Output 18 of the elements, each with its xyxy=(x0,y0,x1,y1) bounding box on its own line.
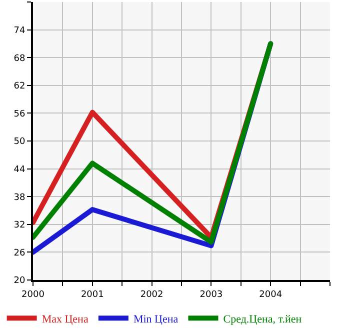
x-tick-label: 2000 xyxy=(22,290,45,300)
legend-label: Max Цена xyxy=(42,313,88,326)
y-tick-label: 26 xyxy=(14,248,26,258)
x-tick-label: 2003 xyxy=(200,290,223,300)
y-tick-label: 20 xyxy=(14,276,26,286)
y-tick-label: 44 xyxy=(14,164,26,175)
x-tick-label: 2002 xyxy=(140,290,164,300)
y-tick-label: 56 xyxy=(14,109,26,120)
x-tick-label: 2001 xyxy=(80,290,104,300)
legend-label: Min Цена xyxy=(133,313,178,326)
legend-label: Сред.Цена, т.йен xyxy=(223,313,302,326)
y-tick-label: 50 xyxy=(14,137,26,148)
y-tick-label: 74 xyxy=(14,26,26,36)
y-tick-label: 68 xyxy=(14,54,26,64)
y-tick-label: 62 xyxy=(14,82,26,92)
y-tick-label: 32 xyxy=(14,220,26,231)
x-tick-label: 2004 xyxy=(259,290,282,300)
y-tick-label: 38 xyxy=(14,192,26,203)
